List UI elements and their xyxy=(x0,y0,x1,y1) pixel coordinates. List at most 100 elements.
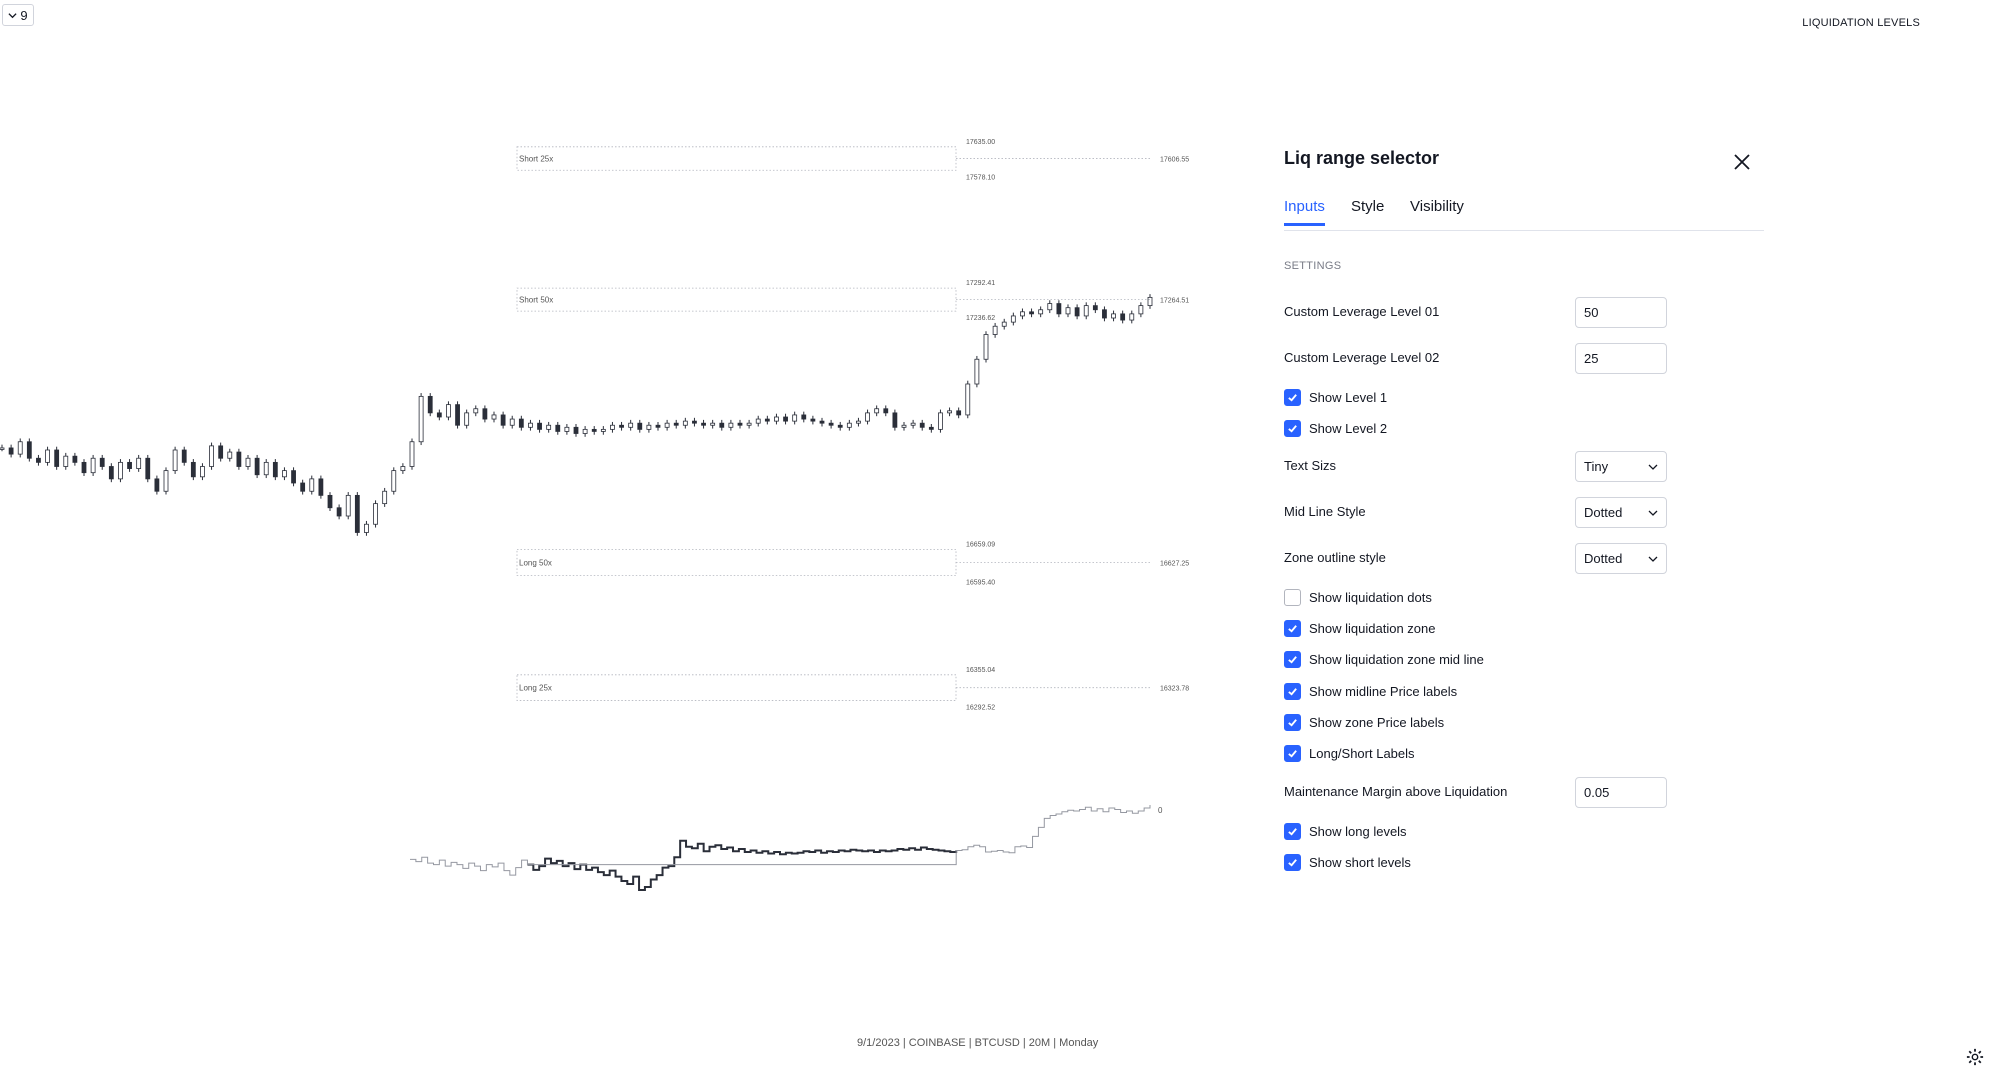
candle-body xyxy=(72,455,78,463)
show-liq-zone-checkbox[interactable] xyxy=(1284,619,1301,637)
show-short-levels-checkbox[interactable] xyxy=(1284,853,1301,871)
candle-body xyxy=(1111,313,1116,319)
candle-body xyxy=(801,414,807,420)
liq-zone-box xyxy=(516,548,957,577)
show-zone-price-labels-row[interactable]: Show zone Price labels xyxy=(1284,713,1444,731)
long-short-labels-row[interactable]: Long/Short Labels xyxy=(1284,744,1415,762)
close-icon[interactable] xyxy=(1732,152,1752,172)
candle-body xyxy=(1038,309,1044,315)
candle-body xyxy=(974,358,980,385)
candle-body xyxy=(54,449,60,467)
show-liq-zone-row[interactable]: Show liquidation zone xyxy=(1284,619,1435,637)
candle-body xyxy=(118,461,123,480)
candle-body xyxy=(846,422,852,428)
candle-body xyxy=(63,455,69,467)
candle-body xyxy=(518,418,524,428)
interval-toggle-button[interactable]: 9 xyxy=(2,4,34,26)
candle-body xyxy=(737,422,743,426)
candle-body xyxy=(1010,315,1016,323)
show-level1-label: Show Level 1 xyxy=(1309,389,1388,405)
candle-body xyxy=(1047,303,1053,311)
liq-zone-mid-price: 17264.51 xyxy=(1160,298,1189,305)
leverage1-input[interactable]: 50 xyxy=(1575,297,1667,328)
mid-line-style-value: Dotted xyxy=(1584,505,1623,520)
candle-body xyxy=(436,412,442,418)
liq-zone-box xyxy=(516,674,957,701)
candle-body xyxy=(774,416,779,422)
liq-zone-lower-price: 17578.10 xyxy=(966,174,995,181)
mid-line-style-label: Mid Line Style xyxy=(1284,504,1366,519)
candle-body xyxy=(172,449,178,472)
show-level2-checkbox[interactable] xyxy=(1284,419,1301,437)
show-midline-price-labels-row[interactable]: Show midline Price labels xyxy=(1284,682,1457,700)
candle-body xyxy=(646,424,652,430)
candle-body xyxy=(710,422,716,426)
candle-body xyxy=(327,494,333,509)
candle-body xyxy=(0,447,5,450)
show-long-levels-row[interactable]: Show long levels xyxy=(1284,822,1407,840)
tab-inputs[interactable]: Inputs xyxy=(1284,198,1325,226)
candle-body xyxy=(837,424,843,428)
oscillator-pane: 0 xyxy=(410,805,1163,891)
show-level2-label: Show Level 2 xyxy=(1309,420,1388,436)
candle-body xyxy=(619,424,624,428)
candle-body xyxy=(309,478,315,492)
price-chart[interactable]: Short 25x 17635.00 17578.10 17606.55 Short 5… xyxy=(0,0,1200,1084)
show-midline-price-labels-checkbox[interactable] xyxy=(1284,682,1301,700)
candle-body xyxy=(664,422,670,428)
candle-body xyxy=(928,426,934,430)
candle-body xyxy=(865,412,870,422)
text-size-select[interactable]: Tiny xyxy=(1575,451,1667,482)
show-liq-dots-checkbox[interactable] xyxy=(1284,588,1301,606)
zone-outline-style-select[interactable]: Dotted xyxy=(1575,543,1667,574)
candle-body xyxy=(1120,313,1126,321)
long-short-labels-checkbox[interactable] xyxy=(1284,744,1301,762)
text-size-value: Tiny xyxy=(1584,459,1609,474)
tab-style[interactable]: Style xyxy=(1351,198,1385,215)
text-size-label: Text Sizs xyxy=(1284,458,1337,473)
gear-icon[interactable] xyxy=(1966,1048,1984,1066)
chart-footer-info: 9/1/2023 | COINBASE | BTCUSD | 20M | Mon… xyxy=(857,1037,1099,1049)
show-level1-checkbox-row[interactable]: Show Level 1 xyxy=(1284,388,1387,406)
leverage2-input[interactable]: 25 xyxy=(1575,343,1667,374)
candle-body xyxy=(272,461,278,478)
show-short-levels-row[interactable]: Show short levels xyxy=(1284,853,1411,871)
show-level2-checkbox-row[interactable]: Show Level 2 xyxy=(1284,419,1387,437)
tab-visibility[interactable]: Visibility xyxy=(1410,198,1464,215)
maintenance-margin-input[interactable]: 0.05 xyxy=(1575,777,1667,808)
candle-body xyxy=(254,457,260,476)
candle-body xyxy=(36,457,41,463)
show-zone-price-labels-label: Show zone Price labels xyxy=(1309,714,1445,730)
candle-body xyxy=(1029,311,1034,315)
candle-body xyxy=(1129,313,1135,321)
show-level1-checkbox[interactable] xyxy=(1284,388,1301,406)
candle-body xyxy=(701,422,706,426)
checkmark-icon xyxy=(1288,424,1297,433)
liq-zone-box xyxy=(516,146,957,171)
candle-body xyxy=(582,428,588,434)
liq-zone-upper-price: 16659.09 xyxy=(966,541,995,548)
mid-line-style-select[interactable]: Dotted xyxy=(1575,497,1667,528)
candle-body xyxy=(491,414,497,420)
candle-body xyxy=(373,503,378,525)
liq-zone-upper-price: 16355.04 xyxy=(966,667,995,674)
candle-body xyxy=(682,420,688,426)
candle-body xyxy=(819,420,825,424)
liq-zone-mid-price: 17606.55 xyxy=(1160,157,1189,164)
show-zone-mid-line-row[interactable]: Show liquidation zone mid line xyxy=(1284,650,1484,668)
oscillator-line-light xyxy=(410,805,1151,876)
candle-body xyxy=(1083,305,1089,317)
show-long-levels-checkbox[interactable] xyxy=(1284,822,1301,840)
show-zone-price-labels-checkbox[interactable] xyxy=(1284,713,1301,731)
candle-body xyxy=(655,424,661,428)
candle-body xyxy=(883,408,889,414)
candle-body xyxy=(792,414,798,422)
candle-body xyxy=(1065,307,1071,315)
candle-body xyxy=(546,424,552,430)
show-liq-dots-label: Show liquidation dots xyxy=(1309,589,1432,605)
chevron-down-icon xyxy=(8,12,17,18)
candle-body xyxy=(354,494,360,533)
show-liq-dots-row[interactable]: Show liquidation dots xyxy=(1284,588,1432,606)
candle-body xyxy=(282,470,287,478)
show-zone-mid-line-checkbox[interactable] xyxy=(1284,650,1301,668)
